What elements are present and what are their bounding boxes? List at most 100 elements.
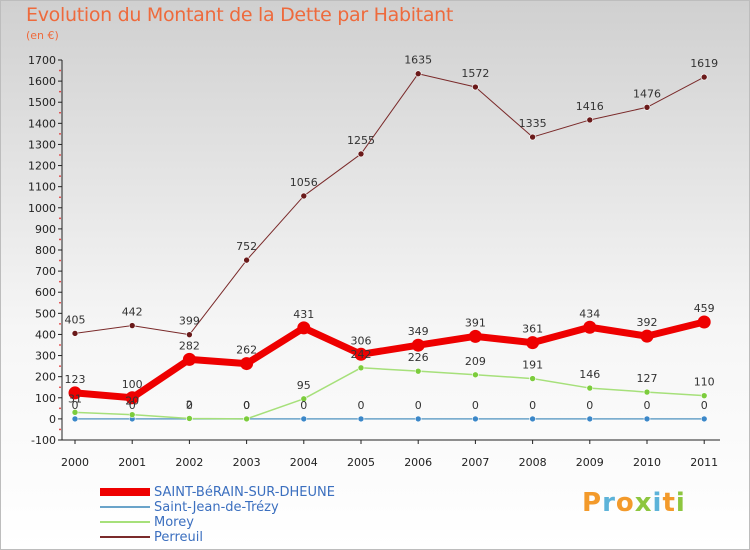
data-label: 391 [465, 316, 486, 329]
y-minor-tick [59, 280, 61, 283]
y-minor-tick [59, 132, 61, 135]
data-label: 209 [465, 355, 486, 368]
data-label: 0 [358, 399, 365, 412]
x-tick-label: 2011 [690, 456, 718, 469]
legend-swatch [100, 521, 150, 523]
x-tick-label: 2000 [61, 456, 89, 469]
x-tick-label: 2002 [175, 456, 203, 469]
chart-title: Evolution du Montant de la Dette par Hab… [26, 4, 454, 26]
y-tick-label: 100 [35, 392, 56, 405]
y-tick-label: 200 [35, 371, 56, 384]
y-minor-tick [59, 196, 61, 199]
data-point [182, 352, 196, 366]
y-tick-label: 1600 [28, 75, 56, 88]
x-tick-label: 2010 [633, 456, 661, 469]
data-point [128, 411, 136, 418]
data-label: 0 [415, 399, 422, 412]
data-point [583, 320, 597, 334]
brand-letter: i [652, 488, 663, 518]
data-point [297, 321, 311, 335]
y-minor-tick [59, 322, 61, 325]
data-label: 0 [644, 399, 651, 412]
data-label: 226 [408, 351, 429, 364]
legend-label: Saint-Jean-de-Trézy [154, 500, 279, 515]
data-point [472, 83, 479, 91]
data-point [411, 338, 425, 352]
data-point [71, 330, 79, 337]
y-tick-label: -100 [31, 434, 56, 447]
y-minor-tick [59, 111, 61, 114]
y-tick-label: 1400 [28, 117, 56, 130]
brand-letter: o [615, 488, 635, 518]
data-point [186, 331, 193, 338]
x-tick-label: 2006 [404, 456, 432, 469]
data-label: 434 [579, 307, 600, 320]
data-point [240, 357, 254, 371]
y-tick-label: 900 [35, 223, 56, 236]
legend-swatch [100, 506, 150, 508]
legend-label: Morey [154, 515, 194, 530]
legend-label: SAINT-BéRAIN-SUR-DHEUNE [154, 485, 335, 500]
y-minor-tick [59, 407, 61, 410]
data-label: 191 [522, 359, 543, 372]
data-label: 1416 [576, 100, 604, 113]
data-point [472, 415, 479, 423]
data-point [526, 336, 540, 350]
data-label: 2 [186, 398, 193, 411]
y-minor-tick [59, 259, 61, 262]
data-label: 1335 [519, 117, 547, 130]
y-minor-tick [59, 90, 61, 93]
series-line [74, 367, 705, 420]
y-minor-tick [59, 154, 61, 156]
data-label: 1619 [690, 57, 718, 70]
y-minor-tick [59, 69, 61, 72]
y-tick-label: 1200 [28, 160, 56, 173]
data-point [643, 388, 651, 396]
data-point [357, 364, 365, 372]
data-point [243, 256, 250, 264]
data-label: 1255 [347, 134, 375, 147]
data-point [414, 367, 422, 375]
data-point [71, 415, 79, 423]
brand-letter: i [675, 488, 686, 518]
data-label: 0 [243, 399, 250, 412]
data-label: 752 [236, 240, 257, 253]
data-point [68, 386, 82, 400]
brand-letter: r [602, 488, 616, 518]
data-point [128, 322, 136, 329]
data-point [186, 415, 193, 422]
data-point [71, 409, 79, 416]
data-label: 262 [236, 344, 257, 357]
data-label: 306 [351, 334, 372, 347]
data-label: 459 [694, 302, 715, 315]
data-point [640, 329, 654, 343]
data-label: 282 [179, 339, 200, 352]
data-label: 0 [586, 399, 593, 412]
y-minor-tick [59, 344, 61, 346]
data-point [529, 415, 536, 423]
legend-label: Perreuil [154, 530, 204, 545]
data-point [414, 415, 422, 423]
y-minor-tick [59, 175, 61, 178]
data-point [354, 347, 368, 361]
data-label: 0 [701, 399, 708, 412]
data-label: 100 [122, 378, 143, 391]
data-point [243, 415, 250, 423]
data-label: 361 [522, 323, 543, 336]
brand-logo: Proxiti [582, 488, 686, 518]
data-point [357, 150, 365, 158]
x-tick-label: 2001 [118, 456, 146, 469]
data-point [414, 70, 422, 78]
y-tick-label: 300 [35, 350, 56, 363]
data-label: 392 [637, 316, 658, 329]
data-point [700, 415, 708, 423]
data-label: 123 [65, 373, 86, 386]
data-point [643, 103, 651, 111]
data-label: 431 [293, 308, 314, 321]
data-point [697, 315, 711, 329]
data-label: 442 [122, 306, 143, 319]
data-point [586, 415, 594, 423]
data-label: 242 [351, 348, 372, 361]
data-label: 1635 [404, 54, 432, 67]
data-label: 399 [179, 315, 200, 328]
